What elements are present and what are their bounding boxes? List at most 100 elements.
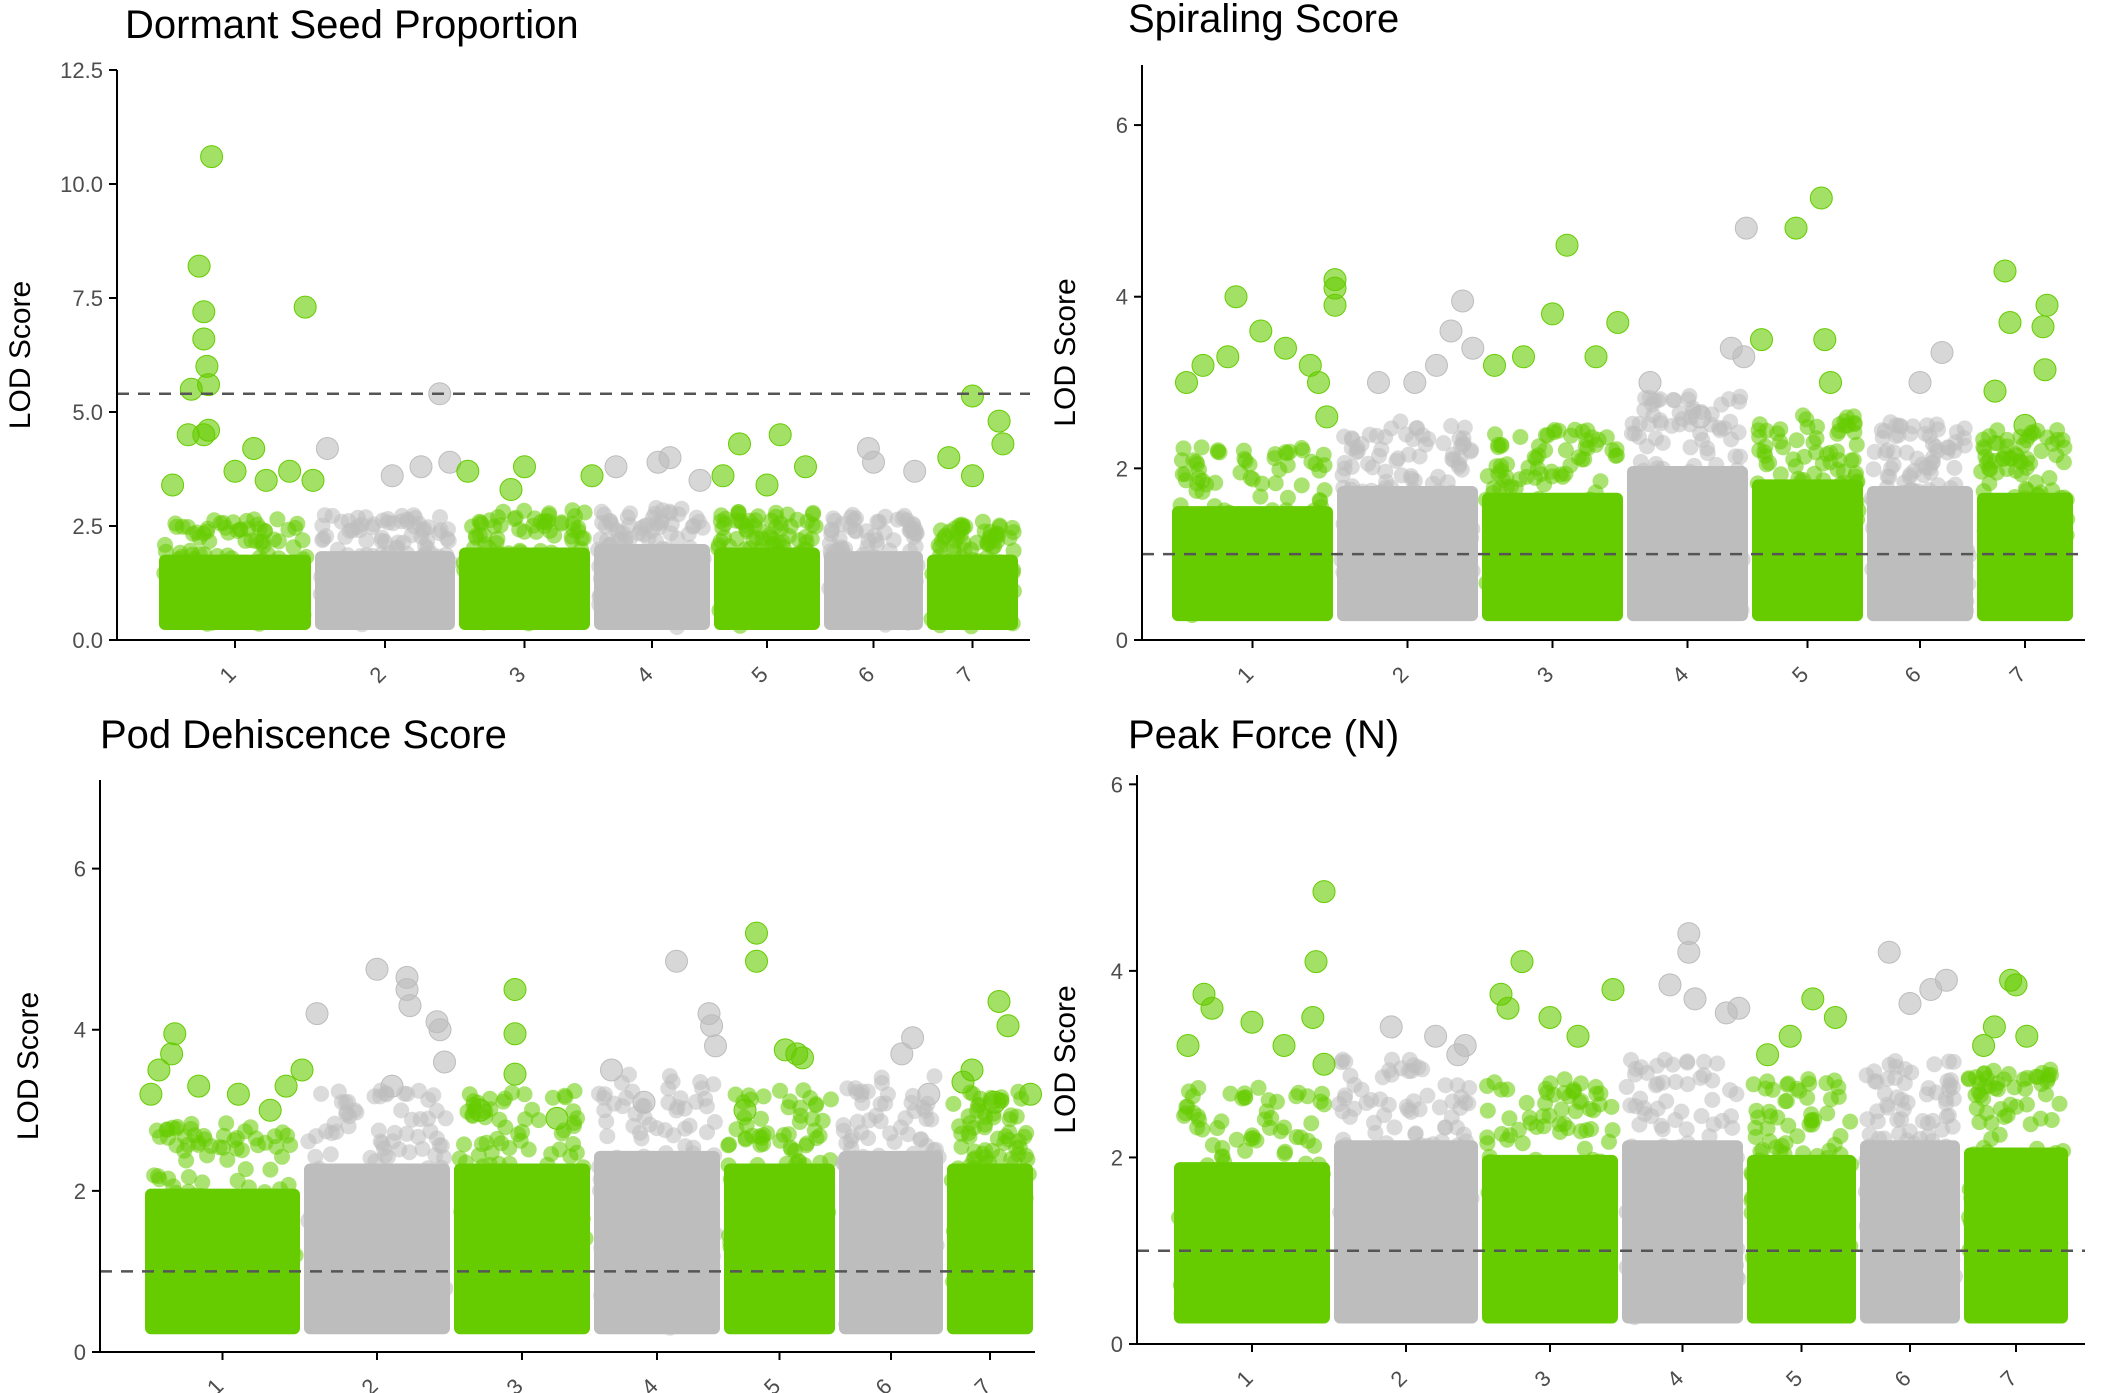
- chr-5-marker: [801, 1294, 818, 1310]
- peak-point: [468, 1098, 492, 1122]
- chr-4-marker: [1690, 536, 1706, 553]
- chr-6-marker: [910, 1284, 927, 1301]
- chr-2-marker: [1335, 564, 1352, 581]
- chr-3-marker: [1525, 1159, 1542, 1176]
- chr-3-marker: [468, 529, 485, 546]
- chr-5-marker: [1800, 519, 1817, 536]
- chr-6-marker: [873, 1217, 890, 1234]
- chr-5-marker: [1786, 535, 1803, 551]
- chr-2-marker: [365, 1208, 382, 1225]
- chr-7-marker: [2015, 1071, 2032, 1088]
- chr-6-marker: [1920, 493, 1937, 510]
- chr-1-marker: [1223, 564, 1239, 581]
- peak-point: [1019, 1082, 1042, 1106]
- y-tick-label: 12.5: [60, 58, 103, 83]
- chr-3-marker: [1560, 1258, 1577, 1275]
- peak-point: [315, 437, 339, 460]
- chr-6-marker: [867, 1261, 884, 1278]
- chr-6-marker: [883, 562, 900, 579]
- chr-7-marker: [2022, 455, 2039, 472]
- chr-7-marker: [1003, 1242, 1020, 1259]
- chr-4-marker: [1664, 1056, 1681, 1073]
- chr-1-marker: [156, 1226, 173, 1242]
- chr-5-marker: [1834, 573, 1851, 590]
- peak-point: [791, 1046, 814, 1070]
- chr-5-marker: [746, 1182, 763, 1199]
- x-tick-label-chr-6: 6: [1890, 1366, 1916, 1392]
- peak-point: [733, 1098, 757, 1122]
- chr-7-marker: [2000, 1296, 2017, 1313]
- chr-2-marker: [343, 1275, 360, 1292]
- chr-3-marker: [1519, 1260, 1536, 1277]
- chr-7-marker: [989, 525, 1005, 542]
- chr-4-marker: [603, 516, 620, 533]
- chr-6-marker: [1878, 1292, 1895, 1309]
- y-tick-label: 7.5: [72, 286, 103, 311]
- chr-7-marker: [2041, 470, 2058, 486]
- peak-point: [794, 455, 817, 479]
- chr-6-marker: [1909, 1185, 1926, 1202]
- chr-5-marker: [1761, 1181, 1778, 1198]
- chr-7-marker: [1971, 1295, 1988, 1312]
- x-tick-label-chr-4: 4: [637, 1374, 663, 1393]
- chr-2-marker: [318, 1283, 335, 1300]
- chr-5-marker: [1777, 1259, 1794, 1276]
- peak-point: [290, 1058, 314, 1082]
- chr-1-marker: [1260, 1164, 1277, 1180]
- chr-7-marker: [968, 534, 985, 551]
- peak-point: [503, 1062, 527, 1086]
- chr-5-marker: [1759, 1073, 1776, 1090]
- chr-5-marker: [718, 555, 735, 572]
- chr-1-marker: [283, 1217, 300, 1233]
- chr-5-marker: [743, 1253, 760, 1270]
- chr-2-marker: [1349, 439, 1365, 456]
- chr-3-marker: [1605, 571, 1622, 587]
- panel-2-title: Pod Dehiscence Score: [100, 713, 507, 757]
- chr-3-marker: [496, 1090, 513, 1107]
- chr-5-marker: [1751, 416, 1768, 433]
- chr-1-marker: [1207, 474, 1224, 491]
- chr-6-marker: [902, 1156, 919, 1173]
- peak-point: [274, 1074, 298, 1098]
- chr-5-marker: [1785, 451, 1802, 468]
- peak-point: [961, 464, 984, 488]
- chr-4-marker: [1650, 491, 1667, 508]
- chr-1-marker: [1261, 552, 1278, 569]
- chr-7-marker: [997, 1128, 1014, 1145]
- chr-3-marker: [1514, 1135, 1531, 1152]
- peak-point: [176, 423, 200, 447]
- chr-4-marker: [1669, 1194, 1686, 1211]
- chr-2-marker: [1338, 538, 1355, 555]
- chr-3-marker: [1483, 1205, 1499, 1222]
- chr-5-marker: [811, 1216, 828, 1233]
- peak-point: [2031, 315, 2055, 339]
- chr-2-marker: [370, 1122, 387, 1139]
- x-tick-label-chr-7: 7: [970, 1374, 996, 1393]
- chr-7-marker: [987, 1260, 1004, 1277]
- chr-1-marker: [1250, 1079, 1267, 1096]
- chr-5-marker: [721, 1136, 738, 1153]
- chr-1-marker: [1212, 529, 1229, 546]
- chr-7-marker: [959, 591, 976, 608]
- peak-point: [1930, 341, 1954, 364]
- chr-5-marker: [727, 587, 744, 603]
- peak-point: [503, 1022, 527, 1046]
- chr-1-marker: [198, 523, 215, 540]
- chr-4-marker: [1655, 1138, 1672, 1155]
- peak-point: [580, 464, 604, 488]
- chr-1-marker: [1185, 1104, 1202, 1121]
- chr-5-marker: [753, 1110, 769, 1127]
- chr-4-marker: [697, 1090, 714, 1107]
- chr-3-marker: [1531, 1269, 1548, 1286]
- chr-5-marker: [1788, 498, 1805, 514]
- chr-3-marker: [1588, 549, 1605, 566]
- chr-2-marker: [313, 1085, 330, 1102]
- chr-7-marker: [971, 1185, 988, 1202]
- chr-1-marker: [203, 1138, 220, 1154]
- chr-1-marker: [289, 515, 306, 532]
- chr-4-marker: [1679, 1076, 1696, 1093]
- chr-5-marker: [744, 1232, 760, 1249]
- chr-4-marker: [656, 549, 673, 566]
- chr-7-marker: [2019, 1211, 2036, 1228]
- chr-1-marker: [190, 1134, 207, 1151]
